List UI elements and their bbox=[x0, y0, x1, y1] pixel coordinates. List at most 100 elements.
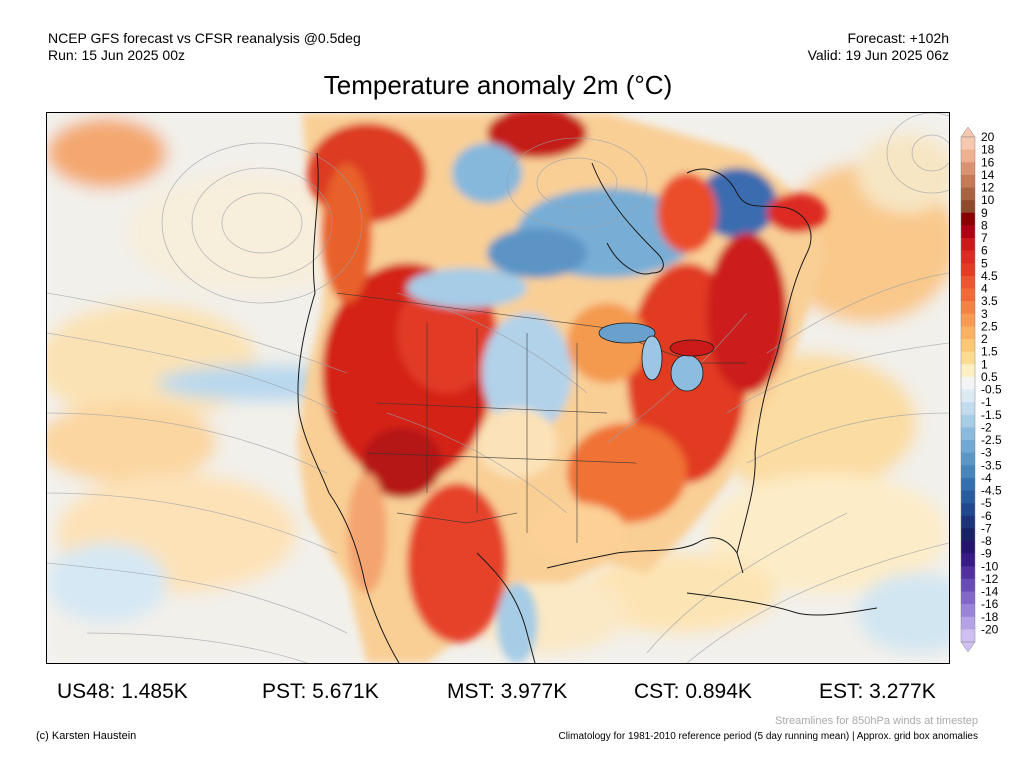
colorbar-swatch bbox=[961, 616, 975, 630]
colorbar-swatch bbox=[961, 528, 975, 542]
colorbar-label: 16 bbox=[981, 155, 995, 169]
colorbar-label: 8 bbox=[981, 218, 988, 232]
copyright: (c) Karsten Haustein bbox=[36, 730, 137, 742]
colorbar-max-arrow bbox=[960, 127, 976, 138]
colorbar-swatch bbox=[961, 604, 975, 618]
colorbar-label: 5 bbox=[981, 256, 988, 270]
colorbar-labels: 201816141210987654.543.532.521.510.5-0.5… bbox=[981, 130, 1002, 636]
colorbar-swatch bbox=[961, 137, 975, 150]
colorbar-swatch bbox=[961, 465, 975, 479]
colorbar-swatch bbox=[961, 503, 975, 517]
anomaly-map bbox=[46, 112, 950, 664]
colorbar-swatch bbox=[961, 566, 975, 580]
stat-us48: US48: 1.485K bbox=[57, 680, 188, 703]
stat-est: EST: 3.277K bbox=[819, 680, 936, 703]
colorbar-label: 7 bbox=[981, 231, 988, 245]
colorbar-label: -14 bbox=[981, 585, 999, 599]
colorbar-swatch bbox=[961, 414, 975, 428]
colorbar-swatch bbox=[961, 263, 975, 277]
colorbar-label: -2.5 bbox=[981, 433, 1002, 447]
colorbar-swatch bbox=[961, 364, 975, 378]
colorbar-label: 2 bbox=[981, 332, 988, 346]
stat-cst: CST: 0.894K bbox=[634, 680, 752, 703]
colorbar-label: 6 bbox=[981, 244, 988, 258]
colorbar-label: -8 bbox=[981, 534, 992, 548]
colorbar-swatch bbox=[961, 402, 975, 416]
colorbar-label: 20 bbox=[981, 130, 995, 144]
stat-pst: PST: 5.671K bbox=[262, 680, 379, 703]
colorbar-label: -6 bbox=[981, 509, 992, 523]
colorbar-label: -0.5 bbox=[981, 383, 1002, 397]
colorbar-swatch bbox=[961, 301, 975, 315]
colorbar-label: -7 bbox=[981, 521, 992, 535]
valid-time: Valid: 19 Jun 2025 06z bbox=[807, 47, 949, 63]
colorbar-label: -3.5 bbox=[981, 458, 1002, 472]
anomaly-map-graphic bbox=[47, 113, 949, 663]
colorbar-swatch bbox=[961, 591, 975, 605]
colorbar-label: -18 bbox=[981, 610, 999, 624]
colorbar-label: 1 bbox=[981, 357, 988, 371]
colorbar-swatch bbox=[961, 238, 975, 251]
colorbar-swatch bbox=[961, 553, 975, 567]
colorbar-swatch bbox=[961, 351, 975, 365]
land-anomaly-field bbox=[297, 113, 827, 663]
colorbar-label: 1.5 bbox=[981, 345, 998, 359]
colorbar-label: -16 bbox=[981, 597, 999, 611]
model-description: NCEP GFS forecast vs CFSR reanalysis @0.… bbox=[48, 30, 361, 46]
colorbar-label: 0.5 bbox=[981, 370, 998, 384]
colorbar-label: 3 bbox=[981, 307, 988, 321]
colorbar-swatch bbox=[961, 629, 975, 643]
colorbar-swatch bbox=[961, 187, 975, 201]
colorbar-label: -9 bbox=[981, 547, 992, 561]
colorbar-label: -1 bbox=[981, 395, 992, 409]
colorbar-swatch bbox=[961, 200, 975, 214]
colorbar-label: 4.5 bbox=[981, 269, 998, 283]
colorbar-swatch bbox=[961, 250, 975, 264]
lakes bbox=[598, 322, 715, 392]
colorbar-swatch bbox=[961, 389, 975, 403]
regional-stats: US48: 1.485K PST: 5.671K MST: 3.977K CST… bbox=[0, 680, 1024, 704]
forecast-info: Forecast: +102h Valid: 19 Jun 2025 06z bbox=[808, 30, 949, 64]
colorbar-label: 12 bbox=[981, 181, 995, 195]
colorbar-swatch bbox=[961, 376, 975, 390]
colorbar-label: -4.5 bbox=[981, 484, 1002, 498]
colorbar-label: -10 bbox=[981, 559, 999, 573]
colorbar-swatch bbox=[961, 477, 975, 491]
colorbar-swatch bbox=[961, 541, 975, 554]
colorbar-swatch bbox=[961, 326, 975, 340]
colorbar-swatch bbox=[961, 313, 975, 327]
colorbar-label: -3 bbox=[981, 446, 992, 460]
colorbar-min-arrow bbox=[960, 641, 976, 652]
stat-mst: MST: 3.977K bbox=[447, 680, 568, 703]
colorbar-label: -5 bbox=[981, 496, 992, 510]
map-title: Temperature anomaly 2m (°C) bbox=[323, 70, 673, 100]
colorbar: 201816141210987654.543.532.521.510.5-0.5… bbox=[960, 127, 1002, 652]
colorbar-swatch bbox=[961, 490, 975, 504]
colorbar-label: 18 bbox=[981, 143, 995, 157]
colorbar-swatch bbox=[961, 162, 975, 176]
colorbar-swatch bbox=[961, 225, 975, 239]
colorbar-label: -1.5 bbox=[981, 408, 1002, 422]
colorbar-swatch bbox=[961, 452, 975, 466]
colorbar-label: 4 bbox=[981, 282, 988, 296]
political-borders bbox=[336, 292, 747, 543]
colorbar-swatch bbox=[961, 149, 975, 163]
colorbar-swatch bbox=[961, 275, 975, 289]
colorbar-label: 9 bbox=[981, 206, 988, 220]
colorbar-swatch bbox=[961, 578, 975, 592]
wind-streamlines bbox=[47, 113, 949, 663]
colorbar-swatch bbox=[961, 288, 975, 302]
colorbar-swatch bbox=[961, 515, 975, 529]
colorbar-label: -4 bbox=[981, 471, 992, 485]
coastlines bbox=[297, 152, 878, 663]
run-info: NCEP GFS forecast vs CFSR reanalysis @0.… bbox=[48, 30, 361, 64]
colorbar-label: -12 bbox=[981, 572, 999, 586]
colorbar-swatch bbox=[961, 212, 975, 226]
colorbar-label: 10 bbox=[981, 193, 995, 207]
colorbar-label: -20 bbox=[981, 622, 999, 636]
colorbar-swatch bbox=[961, 440, 975, 453]
colorbar-label: 2.5 bbox=[981, 319, 998, 333]
colorbar-swatches bbox=[960, 127, 976, 652]
colorbar-label: 3.5 bbox=[981, 294, 998, 308]
forecast-hour: Forecast: +102h bbox=[847, 30, 949, 46]
